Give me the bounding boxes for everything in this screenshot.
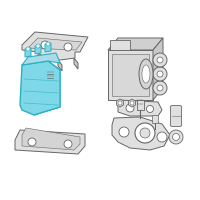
Circle shape <box>153 81 167 95</box>
Bar <box>46 70 54 82</box>
Polygon shape <box>118 100 162 116</box>
Circle shape <box>157 132 167 142</box>
Polygon shape <box>15 130 85 154</box>
Bar <box>152 115 158 123</box>
Bar <box>112 54 149 96</box>
Polygon shape <box>28 38 82 50</box>
Polygon shape <box>22 32 88 60</box>
Circle shape <box>140 128 150 138</box>
Polygon shape <box>34 61 60 115</box>
Polygon shape <box>35 45 41 54</box>
Circle shape <box>41 41 49 49</box>
Circle shape <box>172 134 180 140</box>
Circle shape <box>64 140 72 148</box>
Ellipse shape <box>142 65 150 83</box>
Circle shape <box>130 101 134 105</box>
Circle shape <box>169 130 183 144</box>
Polygon shape <box>45 43 51 52</box>
Circle shape <box>135 123 155 143</box>
Circle shape <box>119 127 129 137</box>
Polygon shape <box>108 38 163 50</box>
Bar <box>136 100 144 110</box>
Bar <box>110 40 130 50</box>
Bar <box>108 50 153 100</box>
Polygon shape <box>153 38 163 100</box>
Circle shape <box>153 67 167 81</box>
Circle shape <box>64 43 72 51</box>
Circle shape <box>153 53 167 67</box>
Circle shape <box>157 71 163 77</box>
Circle shape <box>146 106 154 112</box>
Polygon shape <box>74 58 78 69</box>
Circle shape <box>28 138 36 146</box>
Circle shape <box>157 85 163 91</box>
Polygon shape <box>58 60 62 71</box>
Circle shape <box>36 44 40 48</box>
Polygon shape <box>25 48 31 57</box>
Polygon shape <box>20 61 60 115</box>
Ellipse shape <box>139 59 153 89</box>
Polygon shape <box>22 53 60 65</box>
Circle shape <box>126 104 134 112</box>
FancyBboxPatch shape <box>170 106 182 127</box>
Circle shape <box>118 101 122 105</box>
Circle shape <box>157 57 163 63</box>
Polygon shape <box>38 52 42 63</box>
Polygon shape <box>112 117 170 150</box>
Circle shape <box>26 47 30 51</box>
Polygon shape <box>22 128 80 150</box>
Circle shape <box>46 42 50 46</box>
